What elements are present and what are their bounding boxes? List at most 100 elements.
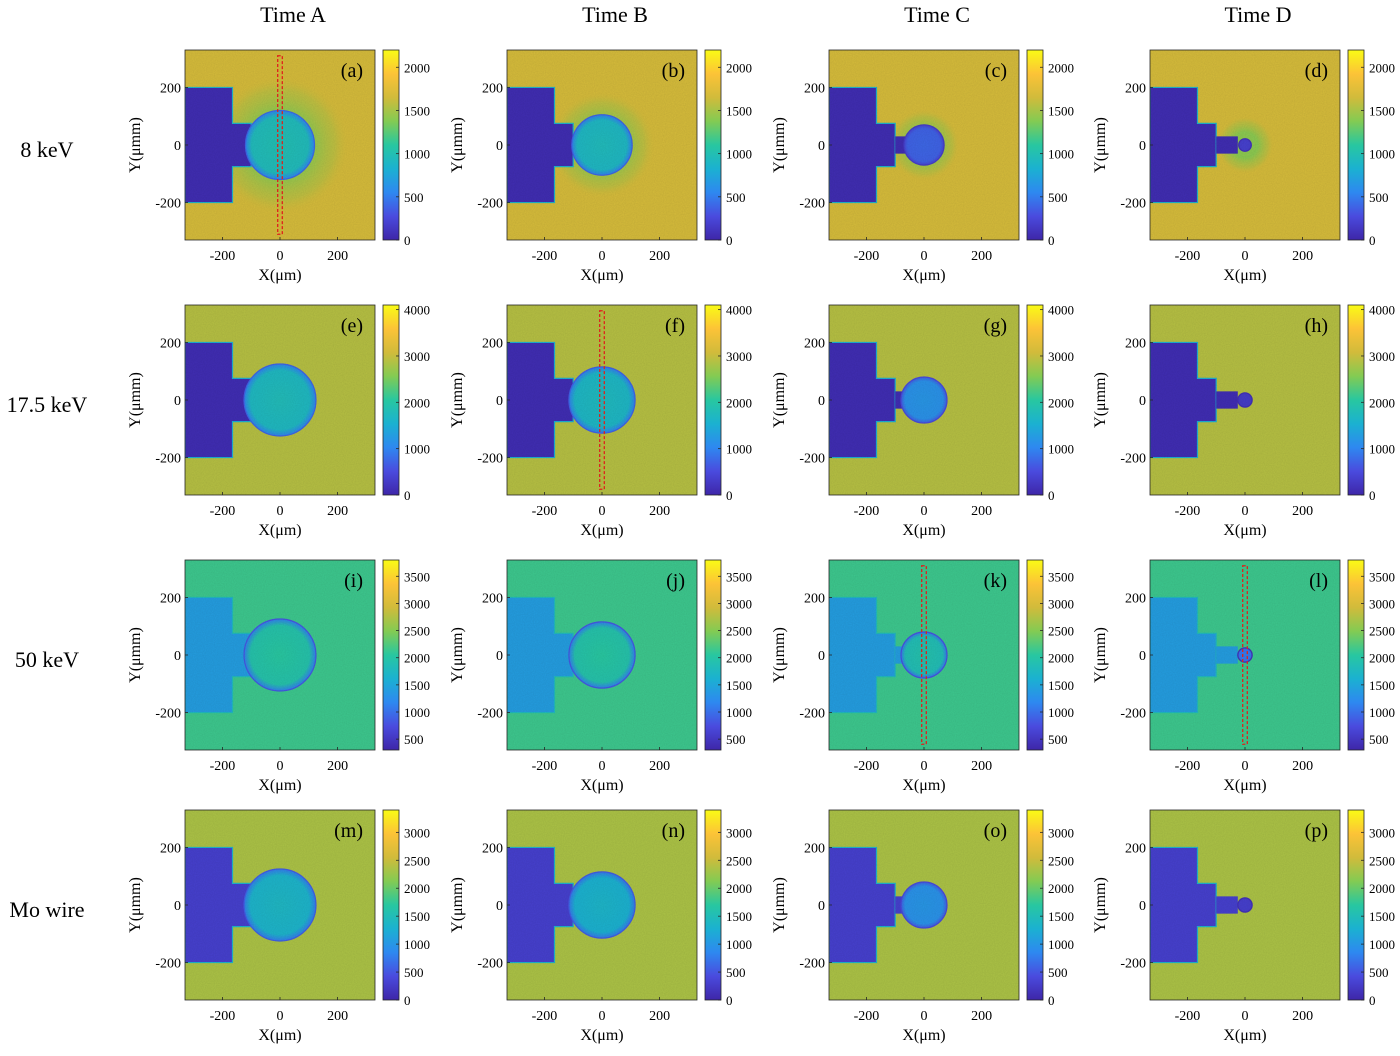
- x-tick-label: -200: [532, 1009, 558, 1024]
- x-tick-label: -200: [1175, 504, 1201, 519]
- x-tick-label: 200: [1292, 249, 1313, 264]
- colorbar-tick-label: 0: [404, 488, 411, 503]
- colorbar: [382, 304, 400, 496]
- panel-letter: (c): [985, 60, 1007, 82]
- colorbar-tick-label: 3000: [1369, 825, 1395, 840]
- y-tick-label: 0: [496, 899, 503, 914]
- x-tick-label: 0: [921, 504, 928, 519]
- y-tick-label: -200: [155, 707, 181, 722]
- colorbar-tick-label: 1000: [726, 705, 752, 720]
- panel-letter: (k): [984, 570, 1007, 592]
- x-axis-label: X(μm): [902, 267, 945, 284]
- colorbar-tick-label: 2000: [1048, 395, 1074, 410]
- y-tick-label: 0: [818, 139, 825, 154]
- colorbar-tick-label: 1000: [726, 937, 752, 952]
- x-tick-label: -200: [210, 1009, 236, 1024]
- lineout-region: [921, 565, 927, 745]
- colorbar-tick-label: 1000: [404, 442, 430, 457]
- colorbar-tick-label: 1500: [1369, 678, 1395, 693]
- noise-overlay: [829, 50, 1019, 240]
- x-axis-label: X(μm): [580, 777, 623, 794]
- colorbar-tick-label: 0: [726, 233, 733, 248]
- x-tick-label: -200: [1175, 249, 1201, 264]
- x-tick-label: 200: [649, 759, 670, 774]
- x-tick-label: 0: [277, 504, 284, 519]
- y-tick-label: -200: [1120, 957, 1146, 972]
- panel-p: -200 0 2002000-200X(μm)Y(μmm)(p)0500100015…: [1092, 809, 1395, 1044]
- colorbar-tick-label: 2000: [1369, 60, 1395, 75]
- y-tick-label: -200: [155, 452, 181, 467]
- x-axis-label: X(μm): [258, 267, 301, 284]
- colorbar: [382, 559, 400, 751]
- y-axis-label: Y(μmm): [127, 627, 144, 683]
- x-tick-label: -200: [854, 1009, 880, 1024]
- colorbar-tick-label: 1000: [1048, 442, 1074, 457]
- colorbar-tick-label: 2000: [1369, 651, 1395, 666]
- colorbar-tick-label: 0: [1048, 488, 1055, 503]
- colorbar-tick-label: 2000: [726, 60, 752, 75]
- y-tick-label: -200: [799, 707, 825, 722]
- x-axis-label: X(μm): [1223, 267, 1266, 284]
- x-tick-label: 200: [1292, 1009, 1313, 1024]
- y-tick-label: 0: [496, 139, 503, 154]
- colorbar-tick-label: 500: [1048, 965, 1068, 980]
- x-axis-label: X(μm): [580, 1027, 623, 1044]
- colorbar-tick-label: 500: [404, 732, 424, 747]
- colorbar-tick-label: 4000: [726, 303, 752, 318]
- colorbar: [1026, 49, 1044, 241]
- colorbar-tick-label: 3000: [404, 349, 430, 364]
- colorbar-tick-label: 2500: [726, 853, 752, 868]
- y-tick-label: 200: [160, 841, 181, 856]
- colorbar-tick-label: 2000: [726, 881, 752, 896]
- y-tick-label: 0: [1139, 394, 1146, 409]
- y-axis-label: Y(μmm): [1092, 117, 1109, 173]
- colorbar-tick-label: 2000: [726, 651, 752, 666]
- colorbar-tick-label: 2000: [726, 395, 752, 410]
- row-label: 17.5 keV: [7, 392, 88, 417]
- colorbar: [382, 49, 400, 241]
- colorbar-tick-label: 1000: [1048, 705, 1074, 720]
- colorbar-tick-label: 3000: [404, 825, 430, 840]
- colorbar-tick-label: 3000: [726, 596, 752, 611]
- colorbar-tick-label: 2500: [1369, 624, 1395, 639]
- x-tick-label: -200: [210, 504, 236, 519]
- panel-letter: (g): [984, 315, 1007, 337]
- x-axis-label: X(μm): [902, 1027, 945, 1044]
- colorbar-tick-label: 3500: [404, 569, 430, 584]
- colorbar-tick-label: 500: [404, 190, 424, 205]
- panel-i: -200 0 2002000-200X(μm)Y(μmm)(i)5001000150…: [127, 559, 430, 794]
- column-title: Time C: [904, 2, 970, 27]
- noise-overlay: [829, 560, 1019, 750]
- colorbar-tick-label: 2000: [1048, 651, 1074, 666]
- colorbar-tick-label: 0: [1048, 993, 1055, 1008]
- noise-overlay: [507, 560, 697, 750]
- colorbar: [1026, 304, 1044, 496]
- colorbar-tick-label: 3000: [1369, 596, 1395, 611]
- x-tick-label: 200: [971, 504, 992, 519]
- y-tick-label: 200: [1125, 81, 1146, 96]
- y-tick-label: 200: [160, 81, 181, 96]
- panel-letter: (b): [662, 60, 685, 82]
- panel-k: -200 0 2002000-200X(μm)Y(μmm)(k)5001000150…: [771, 559, 1074, 794]
- x-tick-label: 0: [1242, 1009, 1249, 1024]
- colorbar-tick-label: 3000: [1048, 596, 1074, 611]
- panel-letter: (h): [1305, 315, 1328, 337]
- x-axis-label: X(μm): [258, 522, 301, 539]
- y-tick-label: 0: [1139, 139, 1146, 154]
- y-tick-label: 200: [804, 81, 825, 96]
- colorbar-tick-label: 2500: [726, 624, 752, 639]
- colorbar: [704, 559, 722, 751]
- y-tick-label: 200: [1125, 841, 1146, 856]
- x-tick-label: 0: [1242, 249, 1249, 264]
- colorbar-tick-label: 2500: [404, 624, 430, 639]
- noise-overlay: [185, 305, 375, 495]
- panel-letter: (o): [984, 820, 1007, 842]
- y-axis-label: Y(μmm): [127, 877, 144, 933]
- x-tick-label: 0: [1242, 759, 1249, 774]
- colorbar: [1026, 559, 1044, 751]
- y-tick-label: 200: [1125, 591, 1146, 606]
- colorbar-tick-label: 1000: [1048, 147, 1074, 162]
- x-tick-label: -200: [532, 759, 558, 774]
